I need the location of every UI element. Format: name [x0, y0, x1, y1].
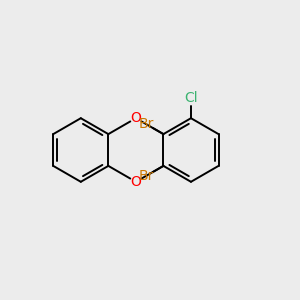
Text: O: O: [130, 175, 141, 189]
Text: Br: Br: [138, 169, 154, 183]
Text: Br: Br: [138, 117, 154, 131]
Text: O: O: [130, 111, 141, 125]
Text: Cl: Cl: [184, 91, 198, 105]
